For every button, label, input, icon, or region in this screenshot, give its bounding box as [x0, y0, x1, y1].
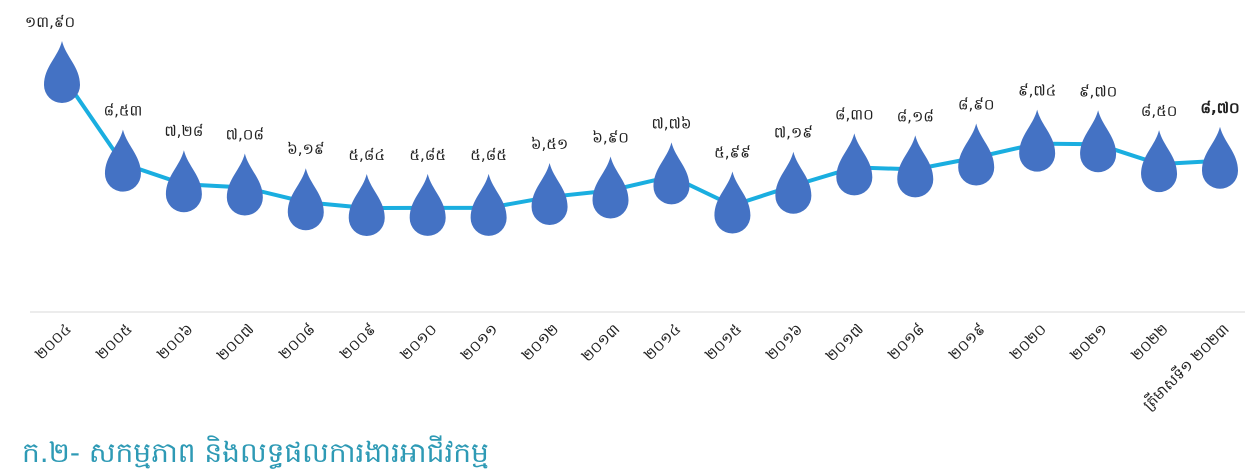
drop-marker [1019, 109, 1056, 172]
x-tick-label: ២០០៩ [336, 320, 379, 363]
x-tick-label: ២០០៤ [32, 320, 75, 363]
x-tick-label: ២០២០ [1006, 320, 1050, 364]
data-label: ៧,២៨ [164, 122, 203, 140]
data-label: ៨,៧០ [1200, 99, 1239, 117]
data-label: ៨,១៨ [897, 107, 934, 125]
drop-marker [531, 162, 568, 225]
drop-marker [44, 41, 80, 103]
data-label: ៥,៨៥ [409, 146, 446, 164]
drop-marker [653, 142, 690, 205]
x-tick-label: ២០០៧ [213, 320, 257, 364]
data-label: ៥,៨៤ [348, 146, 385, 164]
chart-title: ក.២- សកម្មភាព និងលទ្ធផលការងារអាជីវកម្ម [22, 435, 489, 469]
x-tick-label: ២០១៥ [701, 320, 745, 364]
drop-marker [287, 168, 324, 231]
data-label: ៨,៥៣ [104, 102, 143, 120]
drop-marker [470, 173, 507, 236]
drop-marker [897, 135, 934, 198]
data-label: ៦,៩០ [592, 129, 629, 147]
drop-marker [104, 129, 141, 192]
drop-marker [714, 171, 751, 234]
drop-marker [226, 153, 263, 216]
data-label: ១៣,៩០ [25, 13, 75, 31]
drop-marker [1202, 126, 1238, 189]
drop-marker [348, 174, 385, 237]
x-tick-label: ២០០៨ [275, 320, 318, 363]
x-tick-label: ២០១២ [518, 320, 562, 364]
data-label: ៥,៨៥ [470, 146, 507, 164]
drop-marker [409, 173, 446, 236]
data-label: ៩,៧០ [1079, 82, 1117, 100]
data-label: ៧,១៩ [774, 124, 813, 142]
data-label: ៥,៩៩ [714, 144, 751, 162]
data-label: ៩,៧៤ [1018, 82, 1056, 100]
drop-marker [775, 151, 812, 214]
drop-marker [165, 150, 202, 213]
x-tick-label: ២០១១ [457, 320, 501, 364]
x-tick-label: ២០០៥ [92, 320, 135, 363]
drop-marker [1141, 130, 1178, 193]
data-label: ៧,៧៦ [651, 114, 691, 132]
x-tick-label: ២០១៩ [945, 320, 989, 364]
data-label: ៨,៩០ [958, 96, 995, 114]
drop-marker [592, 156, 629, 219]
data-label: ៨,៣០ [835, 105, 874, 123]
x-tick-label: ២០១០ [397, 320, 441, 364]
drop-marker [958, 123, 995, 186]
x-tick-label: ២០២១ [1067, 320, 1111, 364]
data-label: ៨,៥០ [1141, 102, 1178, 120]
x-tick-label: ២០០៦ [153, 320, 196, 363]
data-label: ៦,៥១ [531, 135, 568, 153]
x-tick-label: ២០១៧ [822, 320, 867, 365]
drop-marker [836, 133, 873, 196]
data-label: ៧,០៨ [226, 126, 264, 144]
x-tick-label: ២០១៣ [578, 320, 623, 365]
x-tick-label: ២០១៦ [762, 320, 806, 364]
x-tick-label: ២០១៨ [884, 320, 928, 364]
x-tick-label: ២០២២ [1128, 320, 1172, 364]
x-tick-label: ២០១៤ [640, 320, 684, 364]
drop-marker [1080, 110, 1117, 173]
data-label: ៦,១៩ [287, 140, 324, 158]
